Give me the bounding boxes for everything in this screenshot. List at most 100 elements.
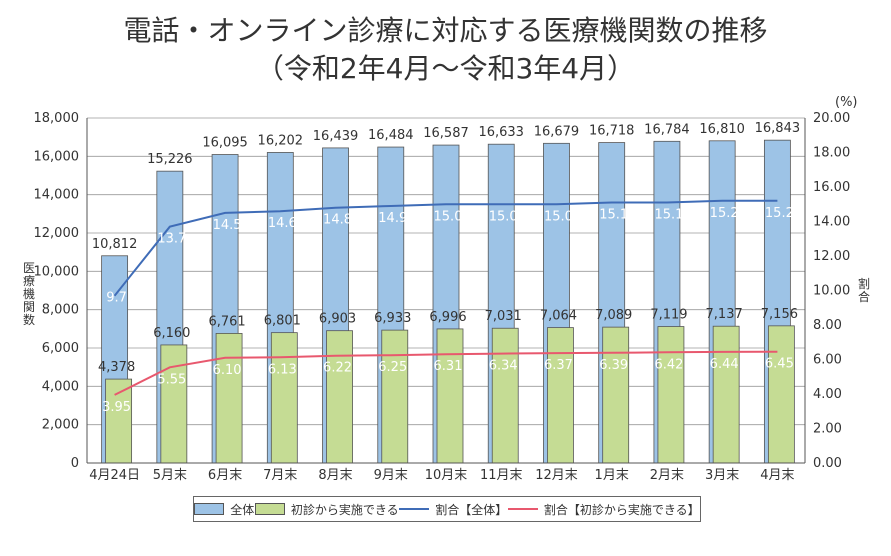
y-tick-label: 14,000 <box>34 188 80 203</box>
x-tick-label: 2月末 <box>650 468 684 483</box>
legend-item-initial: 初診から実施できる <box>254 501 399 518</box>
data-label-total: 16,439 <box>313 129 359 144</box>
y2-tick-label: 16.00 <box>813 180 850 195</box>
y2-tick-label: 20.00 <box>813 111 850 126</box>
y-axis-label: 医療機関数 <box>22 261 35 327</box>
data-label-ratio-total: 15.0 <box>544 209 573 224</box>
data-label-total: 16,843 <box>755 121 801 136</box>
chart-title: 電話・オンライン診療に対応する医療機関数の推移 <box>123 14 768 47</box>
data-label-ratio-initial: 6.10 <box>213 363 242 378</box>
data-label-total: 15,226 <box>147 152 193 167</box>
x-tick-label: 7月末 <box>263 468 297 483</box>
bar-initial <box>602 326 630 464</box>
data-label-total: 16,810 <box>699 122 745 137</box>
legend-label-ratio-total: 割合【全体】 <box>435 502 508 517</box>
bar-initial <box>712 325 740 464</box>
data-label-ratio-initial: 6.13 <box>268 362 297 377</box>
y-tick-label: 8,000 <box>42 303 79 318</box>
data-label-initial: 7,137 <box>706 307 743 322</box>
data-label-total: 16,633 <box>478 125 524 140</box>
y-tick-label: 2,000 <box>42 418 79 433</box>
data-label-ratio-total: 13.7 <box>157 232 186 247</box>
data-label-ratio-initial: 6.22 <box>323 361 352 376</box>
x-tick-label: 4月24日 <box>89 468 140 483</box>
legend-item-ratio-total: 割合【全体】 <box>399 501 507 518</box>
x-tick-label: 3月末 <box>705 468 739 483</box>
y-tick-label: 10,000 <box>34 264 80 279</box>
legend-label-total: 全体 <box>230 502 255 517</box>
x-tick-label: 10月末 <box>425 468 468 483</box>
bar-initial <box>547 327 574 464</box>
legend-label-initial: 初診から実施できる <box>290 502 399 517</box>
data-label-initial: 6,933 <box>374 311 411 326</box>
data-label-total: 10,812 <box>92 237 138 252</box>
chart-subtitle: （令和2年4月〜令和3年4月） <box>255 52 636 85</box>
y2-tick-label: 10.00 <box>813 284 850 299</box>
y2-tick-label: 4.00 <box>813 387 842 402</box>
legend-swatch-ratio-total <box>399 508 430 510</box>
data-label-initial: 7,089 <box>595 308 632 323</box>
y-tick-label: 0 <box>71 456 79 471</box>
legend-item-total: 全体 <box>194 501 254 518</box>
bar-initial <box>105 378 133 464</box>
y-tick-label: 6,000 <box>42 341 79 356</box>
bar-initial <box>767 325 795 464</box>
data-label-total: 16,095 <box>202 136 248 151</box>
data-label-initial: 6,903 <box>319 312 356 327</box>
bar-initial <box>270 332 298 464</box>
bar-initial <box>491 327 519 464</box>
data-label-ratio-initial: 3.95 <box>102 400 131 415</box>
y-tick-label: 16,000 <box>34 149 80 164</box>
data-label-ratio-total: 15.2 <box>710 206 739 221</box>
data-label-ratio-initial: 6.44 <box>710 357 739 372</box>
data-label-ratio-initial: 6.39 <box>599 358 628 373</box>
data-label-ratio-total: 15.0 <box>489 209 518 224</box>
x-tick-label: 4月末 <box>760 468 794 483</box>
data-label-initial: 4,378 <box>98 360 135 375</box>
data-label-ratio-total: 14.9 <box>378 211 407 226</box>
y2-tick-label: 8.00 <box>813 318 842 333</box>
x-tick-label: 5月末 <box>153 468 187 483</box>
line-ratio-initial <box>114 350 778 396</box>
data-label-ratio-total: 9.7 <box>106 291 127 306</box>
data-label-ratio-total: 15.2 <box>765 206 794 221</box>
data-label-ratio-initial: 6.31 <box>434 359 463 374</box>
legend-swatch-total <box>194 503 225 515</box>
bar-initial <box>160 344 188 464</box>
y2-tick-label: 6.00 <box>813 353 842 368</box>
y2-tick-label: 14.00 <box>813 215 850 230</box>
data-label-total: 16,784 <box>644 122 690 137</box>
data-label-initial: 7,031 <box>485 309 522 324</box>
legend: 全体 初診から実施できる 割合【全体】 割合【初診から実施できる】 <box>193 496 701 522</box>
y-tick-label: 12,000 <box>34 226 80 241</box>
legend-swatch-ratio-initial <box>507 508 538 510</box>
x-tick-label: 11月末 <box>480 468 523 483</box>
bar-initial <box>657 326 685 464</box>
data-label-ratio-initial: 5.55 <box>157 372 186 387</box>
data-label-ratio-initial: 6.25 <box>378 360 407 375</box>
legend-item-ratio-initial: 割合【初診から実施できる】 <box>507 501 700 518</box>
data-label-total: 16,587 <box>423 126 469 141</box>
data-label-initial: 6,761 <box>208 314 245 329</box>
data-label-ratio-total: 15.1 <box>599 208 628 223</box>
data-label-ratio-total: 14.8 <box>323 213 352 228</box>
legend-label-ratio-initial: 割合【初診から実施できる】 <box>543 502 700 517</box>
data-label-ratio-total: 14.5 <box>213 218 242 233</box>
legend-swatch-initial <box>254 503 285 515</box>
data-label-initial: 6,160 <box>153 326 190 341</box>
bar-initial <box>381 329 409 464</box>
data-label-initial: 6,996 <box>429 310 466 325</box>
y2-unit-label: (%) <box>835 95 858 110</box>
data-label-total: 16,484 <box>368 128 414 143</box>
x-tick-label: 9月末 <box>374 468 408 483</box>
data-label-ratio-initial: 6.34 <box>489 359 518 374</box>
data-label-ratio-initial: 6.42 <box>654 357 683 372</box>
data-label-ratio-total: 15.1 <box>654 208 683 223</box>
x-tick-label: 1月末 <box>595 468 629 483</box>
y-tick-label: 4,000 <box>42 379 79 394</box>
bar-initial <box>326 330 353 464</box>
y2-tick-label: 2.00 <box>813 422 842 437</box>
y2-tick-label: 0.00 <box>813 456 842 471</box>
data-label-total: 16,679 <box>534 124 580 139</box>
